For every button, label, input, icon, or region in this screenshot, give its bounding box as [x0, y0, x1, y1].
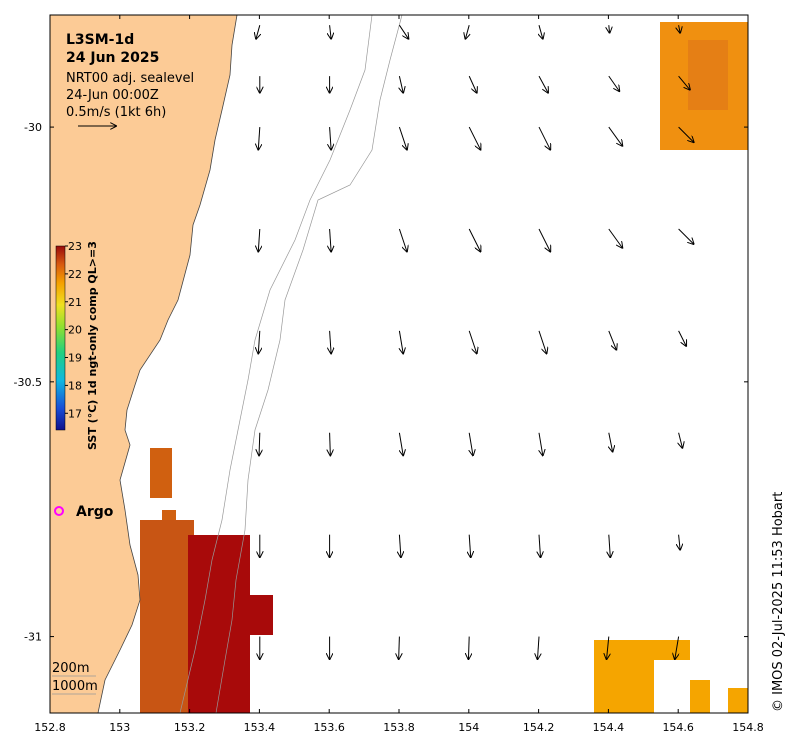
current-arrow	[398, 126, 407, 149]
colorbar-ticks: 17 18 19 20 21 22 23	[65, 240, 82, 420]
current-arrow	[609, 25, 610, 33]
current-arrow	[258, 228, 260, 252]
colorbar-tick-label: 19	[68, 352, 82, 365]
current-arrow	[539, 534, 541, 558]
current-arrow	[330, 25, 332, 39]
colorbar-title: SST (°C) 1d ngt-only comp QL>=3	[86, 241, 99, 450]
colorbar	[55, 245, 66, 431]
current-arrow	[538, 75, 548, 93]
colorbar-tick-label: 23	[68, 240, 82, 253]
y-tick-label: -30.5	[14, 376, 42, 389]
current-arrow	[609, 432, 613, 452]
current-arrow	[399, 432, 403, 456]
current-arrow	[608, 228, 623, 248]
sst-patches	[140, 22, 748, 713]
current-arrow	[678, 126, 694, 142]
current-arrow	[468, 126, 480, 149]
map-title: L3SM-1d	[66, 32, 134, 48]
current-arrow	[398, 228, 407, 252]
x-tick-label: 153.8	[383, 721, 415, 734]
current-arrow	[330, 127, 332, 149]
current-arrow	[468, 330, 477, 354]
current-arrow	[469, 432, 473, 456]
current-arrow	[330, 432, 331, 456]
current-arrow	[330, 228, 332, 252]
x-tick-label: 153.6	[313, 721, 345, 734]
current-arrow	[468, 636, 469, 660]
argo-label: Argo	[76, 504, 114, 520]
current-arrow	[608, 330, 617, 350]
current-arrow	[678, 228, 694, 244]
current-arrow	[468, 228, 480, 252]
current-arrow	[330, 330, 332, 354]
argo-marker	[54, 506, 64, 516]
colorbar-tick-label: 17	[68, 407, 82, 420]
valid-time: 24-Jun 00:00Z	[66, 88, 159, 103]
current-arrow	[609, 534, 611, 558]
sst-patch-warm-se	[594, 655, 654, 713]
current-arrow	[679, 534, 681, 550]
current-arrow	[679, 25, 681, 33]
current-arrow	[607, 636, 609, 660]
map-date: 24 Jun 2025	[66, 50, 159, 66]
x-tick-label: 154.4	[593, 721, 625, 734]
current-arrow	[469, 534, 471, 558]
sst-patch-south	[140, 520, 194, 713]
colorbar-tick-label: 18	[68, 379, 82, 392]
current-arrow	[399, 636, 400, 660]
depth-label-200m: 200m	[52, 661, 89, 676]
current-arrow	[399, 76, 403, 93]
x-tick-label: 154	[458, 721, 479, 734]
current-arrow	[538, 228, 550, 252]
current-arrow	[538, 330, 547, 354]
colorbar-tick-label: 22	[68, 268, 82, 281]
current-arrow	[538, 636, 540, 660]
y-tick-label: -30	[24, 121, 42, 134]
current-arrow	[675, 636, 679, 660]
current-arrow	[608, 126, 623, 146]
current-vectors	[256, 24, 694, 660]
y-tick-label: -31	[24, 631, 42, 644]
current-arrow	[678, 330, 687, 346]
current-arrow	[539, 432, 543, 456]
x-axis: 152.8 153 153.2 153.4 153.6 153.8 154 154.2 154.…	[34, 15, 764, 734]
current-arrow	[258, 127, 260, 149]
isobaths	[179, 14, 403, 714]
current-arrow	[679, 432, 683, 448]
current-arrow	[256, 25, 260, 39]
product-label: NRT00 adj. sealevel	[66, 71, 194, 86]
land	[49, 14, 238, 714]
current-arrow	[465, 25, 469, 39]
current-arrow	[608, 75, 620, 91]
x-tick-label: 154.8	[732, 721, 764, 734]
current-arrow	[398, 24, 408, 39]
x-tick-label: 154.2	[523, 721, 555, 734]
current-arrow	[259, 432, 260, 456]
depth-label-1000m: 1000m	[52, 679, 98, 694]
copyright: © IMOS 02-Jul-2025 11:53 Hobart	[771, 492, 786, 712]
x-tick-label: 153.2	[174, 721, 206, 734]
current-arrow	[399, 534, 401, 558]
x-tick-label: 152.8	[34, 721, 66, 734]
colorbar-tick-label: 21	[68, 296, 82, 309]
current-arrow	[468, 75, 477, 93]
scale-label: 0.5m/s (1kt 6h)	[66, 105, 166, 120]
current-arrow	[539, 25, 543, 39]
colorbar-tick-label: 20	[68, 324, 82, 337]
current-arrow	[399, 330, 403, 354]
x-tick-label: 153	[109, 721, 130, 734]
current-arrow	[538, 126, 550, 149]
x-tick-label: 153.4	[244, 721, 276, 734]
current-arrow	[678, 75, 690, 90]
current-arrow	[258, 330, 260, 354]
x-tick-label: 154.6	[662, 721, 694, 734]
y-axis: -30 -30.5 -31	[14, 121, 748, 644]
